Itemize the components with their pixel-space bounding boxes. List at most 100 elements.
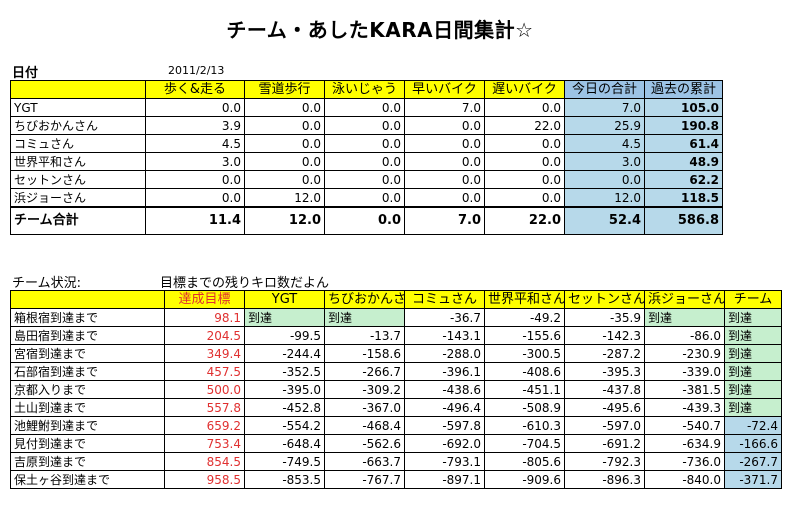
value-cell: 0.0 bbox=[145, 98, 245, 117]
row-label: 池鯉鮒到達まで bbox=[10, 416, 165, 435]
value-cell: 0.0 bbox=[404, 134, 485, 153]
column-header: 今日の合計 bbox=[564, 80, 645, 99]
value-cell: -508.9 bbox=[484, 398, 565, 417]
row-label: 見付到達まで bbox=[10, 434, 165, 453]
value-cell: 0.0 bbox=[484, 152, 565, 171]
value-cell: 到達 bbox=[724, 308, 782, 327]
value-cell: -610.3 bbox=[484, 416, 565, 435]
value-cell: -72.4 bbox=[724, 416, 782, 435]
total-value: 22.0 bbox=[484, 206, 565, 235]
row-label: 吉原到達まで bbox=[10, 452, 165, 471]
column-header: YGT bbox=[244, 290, 325, 309]
value-cell: -339.0 bbox=[644, 362, 725, 381]
value-cell: -749.5 bbox=[244, 452, 325, 471]
value-cell: -439.3 bbox=[644, 398, 725, 417]
value-cell: 12.0 bbox=[244, 188, 325, 208]
value-cell: 0.0 bbox=[145, 188, 245, 208]
value-cell: 0.0 bbox=[324, 134, 405, 153]
column-header: チーム bbox=[724, 290, 782, 309]
value-cell: 0.0 bbox=[564, 170, 645, 189]
value-cell: 48.9 bbox=[644, 152, 723, 171]
value-cell: 0.0 bbox=[244, 98, 325, 117]
value-cell: -244.4 bbox=[244, 344, 325, 363]
value-cell: -597.8 bbox=[404, 416, 485, 435]
value-cell: 12.0 bbox=[564, 188, 645, 208]
value-cell: -736.0 bbox=[644, 452, 725, 471]
column-header: 達成目標 bbox=[164, 290, 245, 309]
value-cell: 25.9 bbox=[564, 116, 645, 135]
status-subtitle: 目標までの残りキロ数だよん bbox=[160, 276, 330, 291]
value-cell: -793.1 bbox=[404, 452, 485, 471]
value-cell: -86.0 bbox=[644, 326, 725, 345]
value-cell: 61.4 bbox=[644, 134, 723, 153]
value-cell: 到達 bbox=[324, 308, 405, 327]
value-cell: 到達 bbox=[244, 308, 325, 327]
table-row: 世界平和さん 3.0 0.0 0.0 0.0 0.0 3.0 48.9 bbox=[10, 152, 723, 171]
row-label: 京都入りまで bbox=[10, 380, 165, 399]
value-cell: -395.0 bbox=[244, 380, 325, 399]
value-cell: 到達 bbox=[644, 308, 725, 327]
total-value: 12.0 bbox=[244, 206, 325, 235]
value-cell: -408.6 bbox=[484, 362, 565, 381]
total-row: チーム合計 11.4 12.0 0.0 7.0 22.0 52.4 586.8 bbox=[10, 206, 723, 235]
target-cell: 557.8 bbox=[164, 398, 245, 417]
row-label: 土山到達まで bbox=[10, 398, 165, 417]
value-cell: -805.6 bbox=[484, 452, 565, 471]
value-cell: -691.2 bbox=[564, 434, 645, 453]
value-cell: -540.7 bbox=[644, 416, 725, 435]
value-cell: 0.0 bbox=[404, 116, 485, 135]
table-row: 浜ジョーさん 0.0 12.0 0.0 0.0 0.0 12.0 118.5 bbox=[10, 188, 723, 208]
value-cell: -438.6 bbox=[404, 380, 485, 399]
value-cell: -352.5 bbox=[244, 362, 325, 381]
row-label: 島田宿到達まで bbox=[10, 326, 165, 345]
column-header: 世界平和さん bbox=[484, 290, 565, 309]
value-cell: -35.9 bbox=[564, 308, 645, 327]
value-cell: -554.2 bbox=[244, 416, 325, 435]
value-cell: 到達 bbox=[724, 344, 782, 363]
value-cell: -142.3 bbox=[564, 326, 645, 345]
value-cell: -853.5 bbox=[244, 470, 325, 489]
value-cell: -381.5 bbox=[644, 380, 725, 399]
value-cell: 0.0 bbox=[324, 116, 405, 135]
value-cell: -99.5 bbox=[244, 326, 325, 345]
column-header: 泳いじゃう bbox=[324, 80, 405, 99]
daily-summary-table: 歩く&走る 雪道歩行 泳いじゃう 早いバイク 遅いバイク 今日の合計 過去の累計 YGT 0.0… bbox=[10, 80, 723, 235]
value-cell: 7.0 bbox=[404, 98, 485, 117]
table-row: 箱根宿到達まで 98.1 到達 到達 -36.7 -49.2 -35.9 到達 到達 bbox=[10, 308, 782, 327]
value-cell: 105.0 bbox=[644, 98, 723, 117]
value-cell: -896.3 bbox=[564, 470, 645, 489]
column-header: 遅いバイク bbox=[484, 80, 565, 99]
value-cell: 0.0 bbox=[244, 152, 325, 171]
value-cell: 0.0 bbox=[404, 152, 485, 171]
value-cell: -158.6 bbox=[324, 344, 405, 363]
value-cell: 118.5 bbox=[644, 188, 723, 208]
date-label: 日付 bbox=[12, 66, 39, 81]
column-header: 歩く&走る bbox=[145, 80, 245, 99]
table-row: 京都入りまで 500.0 -395.0 -309.2 -438.6 -451.1 -437.… bbox=[10, 380, 782, 399]
value-cell: 0.0 bbox=[484, 170, 565, 189]
value-cell: 0.0 bbox=[324, 170, 405, 189]
row-label: 世界平和さん bbox=[10, 152, 146, 171]
value-cell: 0.0 bbox=[244, 134, 325, 153]
value-cell: -704.5 bbox=[484, 434, 565, 453]
value-cell: 7.0 bbox=[564, 98, 645, 117]
value-cell: -495.6 bbox=[564, 398, 645, 417]
value-cell: -597.0 bbox=[564, 416, 645, 435]
target-cell: 854.5 bbox=[164, 452, 245, 471]
table-row: 宮宿到達まで 349.4 -244.4 -158.6 -288.0 -300.5 -287.… bbox=[10, 344, 782, 363]
value-cell: -267.7 bbox=[724, 452, 782, 471]
column-header: コミュさん bbox=[404, 290, 485, 309]
value-cell: -437.8 bbox=[564, 380, 645, 399]
value-cell: 3.9 bbox=[145, 116, 245, 135]
column-header: 早いバイク bbox=[404, 80, 485, 99]
value-cell: -13.7 bbox=[324, 326, 405, 345]
page-title: チーム・あしたKARA日間集計☆ bbox=[226, 18, 534, 42]
total-label: チーム合計 bbox=[10, 206, 146, 235]
value-cell: -309.2 bbox=[324, 380, 405, 399]
value-cell: 0.0 bbox=[324, 152, 405, 171]
value-cell: -909.6 bbox=[484, 470, 565, 489]
value-cell: -143.1 bbox=[404, 326, 485, 345]
value-cell: -367.0 bbox=[324, 398, 405, 417]
target-cell: 349.4 bbox=[164, 344, 245, 363]
row-label: セットンさん bbox=[10, 170, 146, 189]
